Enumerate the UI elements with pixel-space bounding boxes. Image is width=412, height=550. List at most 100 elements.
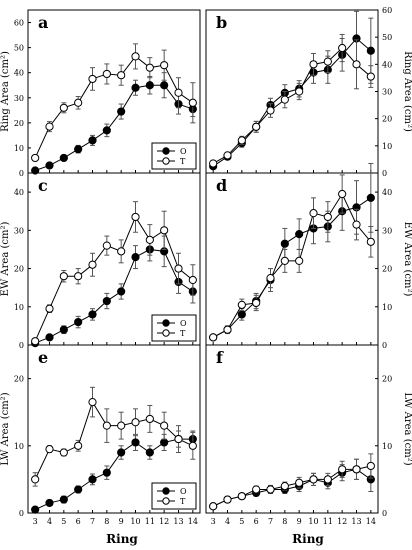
data-point (209, 333, 218, 342)
data-point (352, 60, 361, 69)
data-point (145, 235, 154, 244)
data-point (295, 478, 304, 487)
series-T (31, 201, 197, 346)
data-point (117, 448, 126, 457)
legend-marker (162, 147, 170, 155)
data-point (88, 136, 97, 145)
y-axis-label: LW Area (cm²) (0, 392, 11, 465)
data-point (131, 212, 140, 222)
data-point (45, 122, 54, 131)
data-point (102, 69, 111, 79)
data-point (223, 495, 232, 504)
legend-marker (162, 319, 170, 327)
x-tick-label: 12 (159, 517, 169, 526)
panel-letter: a (38, 13, 48, 32)
data-point (266, 274, 275, 283)
x-tick-label: 6 (254, 517, 259, 526)
panel-b: 0 10 20 30 40 50 60 Ring Area (cm²) b (205, 6, 412, 178)
y-tick-label: 20 (14, 375, 24, 384)
y-axis-label: Ring Area (cm²) (0, 51, 11, 132)
x-tick-label: 3 (33, 517, 38, 526)
data-point (252, 298, 261, 308)
legend-marker (162, 497, 170, 505)
panel-d: 0 10 20 30 40 EW Area (cm²) d (205, 162, 412, 350)
data-point (88, 74, 97, 84)
data-point (131, 52, 140, 61)
x-tick-label: 13 (351, 517, 361, 526)
data-point (266, 106, 275, 115)
x-tick-label: 13 (173, 517, 183, 526)
data-point (145, 81, 154, 90)
data-point (237, 310, 246, 319)
data-point (59, 448, 68, 457)
y-tick-label: 50 (14, 44, 24, 53)
data-point (74, 441, 83, 450)
y-tick-label: 30 (382, 88, 392, 97)
legend-label: T (180, 157, 186, 166)
data-point (131, 418, 140, 427)
data-point (31, 505, 40, 514)
data-point (160, 421, 169, 430)
legend-box (151, 142, 197, 170)
data-point (188, 275, 197, 285)
data-point (366, 46, 375, 55)
y-tick-label: 10 (382, 442, 392, 451)
plot-frame (205, 344, 379, 514)
y-axis-label: EW Area (cm²) (402, 222, 412, 297)
series-T (31, 386, 197, 487)
data-point (59, 325, 68, 334)
data-point (280, 256, 289, 266)
y-tick-label: 10 (382, 303, 392, 312)
y-tick-label: 20 (382, 375, 392, 384)
y-axis-label: LW Area (cm²) (402, 392, 412, 465)
y-axis-label: EW Area (cm²) (0, 222, 11, 297)
data-point (309, 475, 318, 484)
panel-letter: e (38, 348, 48, 367)
data-point (252, 122, 261, 131)
panel-a: 0 10 20 30 40 50 60 Ring Area (cm²) a OT (0, 9, 201, 178)
y-tick-label: 30 (14, 94, 24, 103)
legend: OT (151, 314, 197, 342)
data-point (74, 98, 83, 107)
series-line (212, 47, 372, 164)
data-point (74, 485, 83, 494)
x-tick-label: 10 (308, 517, 318, 526)
y-tick-label: 0 (19, 509, 24, 518)
y-tick-label: 20 (14, 265, 24, 274)
x-tick-label: 5 (239, 517, 244, 526)
legend-marker (162, 329, 170, 337)
data-point (117, 287, 126, 296)
data-point (174, 264, 183, 273)
x-tick-label: 7 (268, 517, 273, 526)
panel-e: 0 10 20 3 4 5 6 7 8 9 10 11 12 13 14 LW Area (cm²) e OT (0, 344, 201, 526)
y-axis-label: Ring Area (cm²) (402, 51, 412, 132)
y-tick-label: 10 (14, 144, 24, 153)
y-tick-label: 20 (382, 115, 392, 124)
data-point (223, 151, 232, 160)
x-tick-label: 5 (61, 517, 66, 526)
y-tick-label: 40 (14, 69, 24, 78)
data-point (88, 475, 97, 484)
data-point (31, 337, 40, 346)
series-T (209, 453, 375, 511)
data-point (366, 461, 375, 471)
x-tick-label: 9 (119, 517, 124, 526)
data-point (338, 465, 347, 474)
x-axis-label-left: Ring (106, 532, 138, 546)
x-tick-label: 12 (337, 517, 347, 526)
panel-letter: c (38, 176, 48, 195)
y-tick-label: 0 (382, 341, 387, 350)
data-point (223, 325, 232, 334)
x-tick-label: 4 (225, 517, 230, 526)
legend-marker (162, 487, 170, 495)
series-line (212, 468, 372, 507)
data-point (145, 414, 154, 424)
data-point (160, 226, 169, 235)
data-point (131, 83, 140, 92)
x-tick-label: 10 (130, 517, 140, 526)
data-point (160, 438, 169, 447)
data-point (366, 193, 375, 202)
data-point (280, 239, 289, 248)
y-tick-label: 50 (382, 33, 392, 42)
data-point (45, 333, 54, 342)
